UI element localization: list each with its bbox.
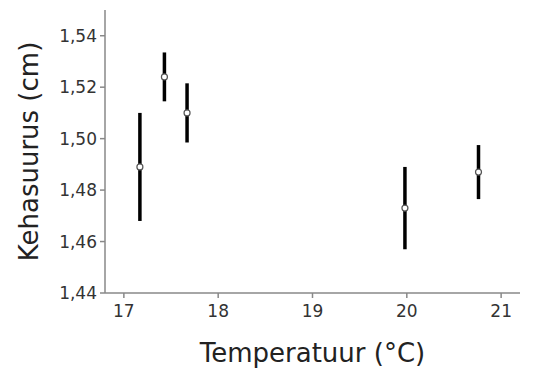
x-tick-label: 21 — [490, 301, 512, 321]
x-tick — [217, 293, 219, 298]
y-axis — [104, 10, 106, 293]
point — [402, 205, 408, 211]
chart: 1,44 1,46 1,48 1,50 1,52 1,54 17 18 19 20 21 Temper… — [0, 0, 541, 376]
y-tick-label: 1,48 — [59, 180, 97, 200]
y-tick — [100, 189, 105, 191]
y-tick — [100, 138, 105, 140]
y-tick — [100, 241, 105, 243]
point — [137, 164, 143, 170]
point — [476, 169, 482, 175]
x-tick-label: 18 — [207, 301, 229, 321]
y-tick-label: 1,44 — [59, 283, 97, 303]
y-tick-label: 1,46 — [59, 232, 97, 252]
point — [161, 74, 167, 80]
y-axis-title: Kehasuurus (cm) — [14, 42, 44, 262]
x-tick — [500, 293, 502, 298]
x-tick — [123, 293, 125, 298]
y-tick-label: 1,50 — [59, 129, 97, 149]
y-tick — [100, 86, 105, 88]
x-tick — [312, 293, 314, 298]
plot-marks — [137, 52, 482, 249]
y-tick — [100, 292, 105, 294]
point — [184, 110, 190, 116]
x-tick — [406, 293, 408, 298]
x-axis-title: Temperatuur (°C) — [199, 338, 425, 368]
x-tick-label: 20 — [396, 301, 418, 321]
y-tick-label: 1,52 — [59, 77, 97, 97]
x-tick-label: 17 — [113, 301, 135, 321]
y-tick — [100, 35, 105, 37]
x-tick-label: 19 — [302, 301, 324, 321]
y-tick-label: 1,54 — [59, 26, 97, 46]
